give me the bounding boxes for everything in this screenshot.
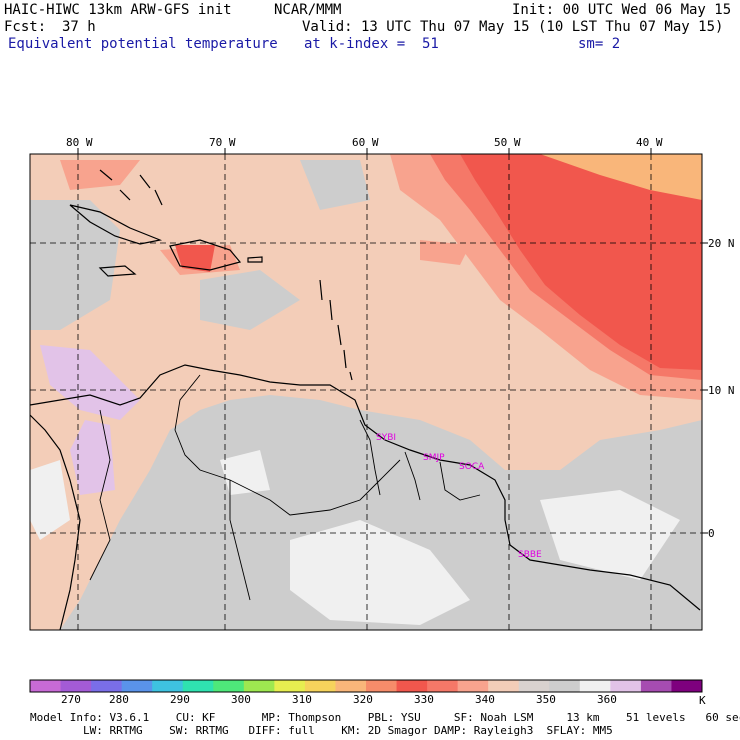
colorbar-label-320: 320 (353, 693, 373, 706)
hispaniola-coast (169, 239, 242, 271)
colorbar-swatch (549, 680, 581, 692)
colorbar-label-280: 280 (109, 693, 129, 706)
map-frame (29, 153, 703, 631)
colorbar-label-300: 300 (231, 693, 251, 706)
colorbar-label-310: 310 (292, 693, 312, 706)
coastlines (29, 169, 701, 631)
colorbar-swatch (213, 680, 245, 692)
grey-patches-north (30, 160, 370, 330)
colorbar (29, 679, 703, 693)
lon-label-70w: 70 W (209, 136, 236, 149)
colorbar-swatch (427, 680, 459, 692)
fcst-label: Fcst: (4, 19, 47, 35)
lat-label-10n: 10 N (708, 384, 735, 397)
colorbar-label-290: 290 (170, 693, 190, 706)
orange-region (540, 154, 702, 200)
colorbar-swatch (671, 680, 703, 692)
puerto-rico-coast (247, 256, 263, 263)
lavender-patches (40, 345, 140, 495)
lat-label-20n: 20 N (708, 237, 735, 250)
antilles-coast (319, 279, 353, 381)
colorbar-swatch (488, 680, 520, 692)
colorbar-swatch (91, 680, 123, 692)
colorbar-frame (29, 679, 703, 693)
central-america-coast (29, 414, 81, 631)
station-sybi: SYBI (376, 433, 396, 443)
station-smjp: SMJP (423, 453, 445, 463)
colorbar-swatch (366, 680, 398, 692)
colorbar-swatch (579, 680, 611, 692)
lat-lon-grid (30, 154, 702, 630)
station-sbbe: SBBE (518, 550, 542, 560)
field-shading (30, 154, 702, 630)
colorbar-unit: K (699, 694, 706, 707)
model-title: HAIC-HIWC 13km ARW-GFS init (4, 2, 232, 18)
colorbar-swatch (121, 680, 153, 692)
colorbar-swatch (60, 680, 92, 692)
colorbar-swatch (243, 680, 275, 692)
lon-label-50w: 50 W (494, 136, 521, 149)
station-soca: SOCA (459, 462, 485, 472)
colorbar-label-330: 330 (414, 693, 434, 706)
fcst-value: 37 h (62, 19, 96, 35)
colorbar-swatch (396, 680, 428, 692)
colorbar-swatch (457, 680, 489, 692)
country-borders (89, 374, 481, 601)
colorbar-swatch (335, 680, 367, 692)
jamaica-coast (98, 265, 137, 277)
axis-ticks (77, 148, 708, 534)
smoothing-label: sm= 2 (578, 36, 621, 52)
cuba-coast (69, 204, 163, 245)
colorbar-swatch (152, 680, 184, 692)
level-label: at k-index = 51 (304, 36, 439, 52)
colorbar-label-350: 350 (536, 693, 556, 706)
init-time: Init: 00 UTC Wed 06 May 15 (512, 2, 732, 18)
colorbar-swatch (182, 680, 214, 692)
lat-label-0: 0 (708, 527, 715, 540)
field-name: Equivalent potential temperature (8, 36, 278, 52)
model-info-line1: Model Info: V3.6.1 CU: KF MP: Thompson P… (30, 711, 740, 724)
colorbar-swatch (518, 680, 550, 692)
colorbar-label-360: 360 (597, 693, 617, 706)
org-label: NCAR/MMM (274, 2, 342, 18)
deep-red-region (175, 154, 702, 370)
colorbar-swatch (304, 680, 336, 692)
model-info-line2: LW: RRTMG SW: RRTMG DIFF: full KM: 2D Sm… (30, 724, 613, 737)
colorbar-swatch (640, 680, 672, 692)
lon-label-40w: 40 W (636, 136, 663, 149)
valid-time: Valid: 13 UTC Thu 07 May 15 (10 LST Thu … (302, 19, 724, 35)
colorbar-swatch (274, 680, 306, 692)
colorbar-swatch (30, 680, 62, 692)
colorbar-swatch (610, 680, 642, 692)
lon-label-60w: 60 W (352, 136, 379, 149)
colorbar-label-270: 270 (61, 693, 81, 706)
south-america-coast (29, 364, 701, 611)
lon-label-80w: 80 W (66, 136, 93, 149)
bahamas-coast (99, 169, 163, 206)
colorbar-label-340: 340 (475, 693, 495, 706)
light-patches (30, 450, 680, 625)
